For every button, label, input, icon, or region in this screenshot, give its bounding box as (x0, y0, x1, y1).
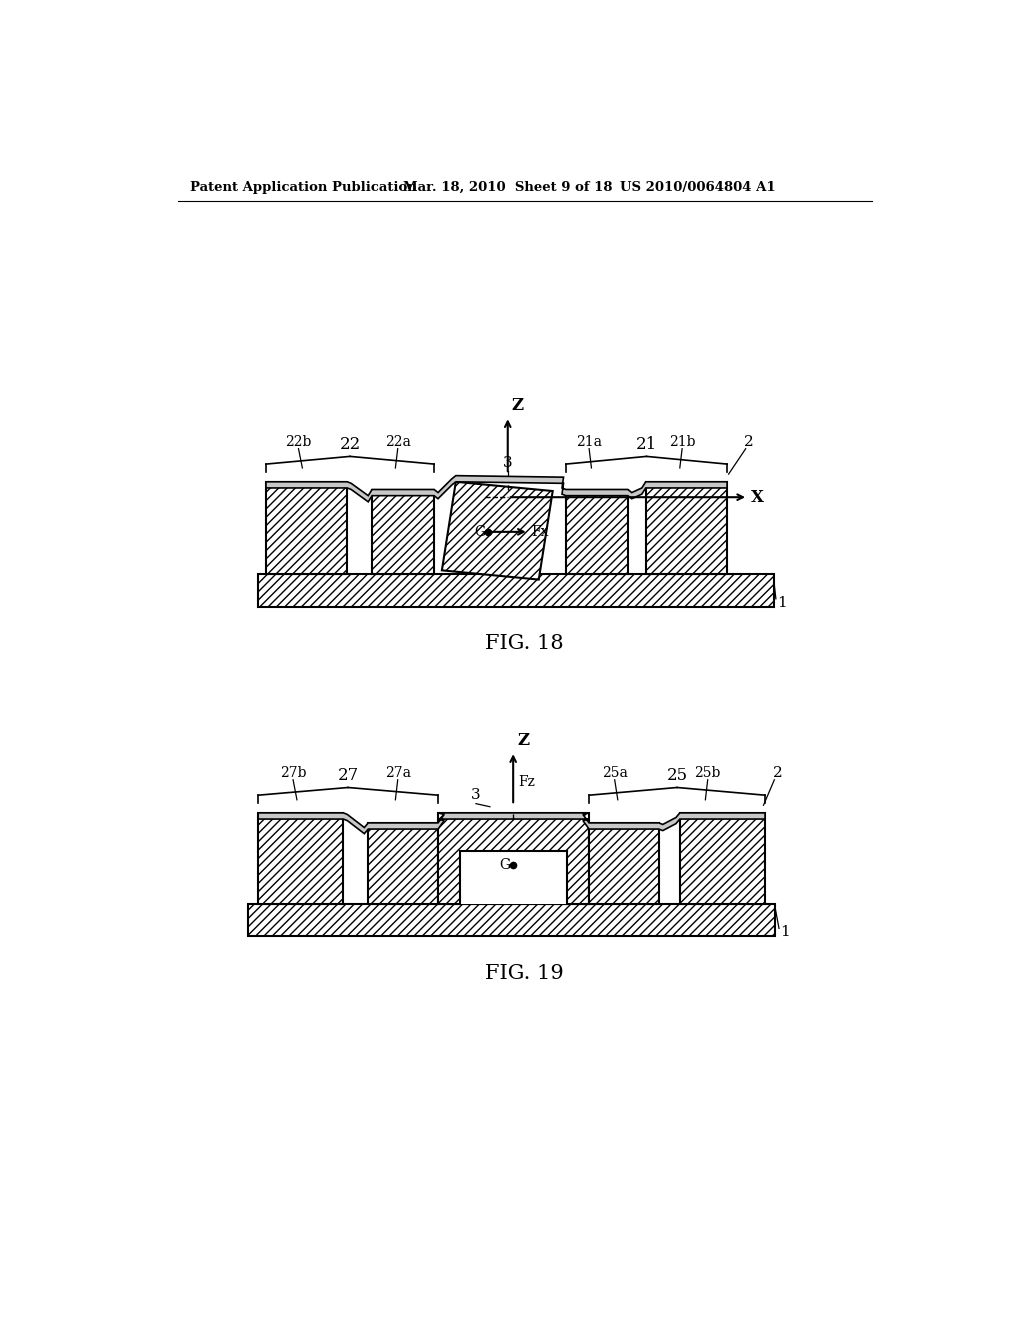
Text: 21: 21 (636, 437, 657, 453)
Text: 27a: 27a (385, 766, 411, 780)
Text: FIG. 18: FIG. 18 (485, 634, 564, 653)
Text: Z: Z (512, 397, 523, 414)
Bar (248, 904, 775, 936)
Bar (438, 813, 589, 904)
Text: 22: 22 (339, 437, 360, 453)
Text: 25: 25 (667, 767, 688, 784)
Text: US 2010/0064804 A1: US 2010/0064804 A1 (621, 181, 776, 194)
Text: Z: Z (517, 733, 529, 748)
Text: 25a: 25a (602, 766, 628, 780)
Text: FIG. 19: FIG. 19 (485, 964, 564, 982)
Bar (680, 813, 765, 904)
Polygon shape (442, 482, 553, 579)
Text: 25b: 25b (694, 766, 721, 780)
Text: 27b: 27b (280, 766, 306, 780)
Text: Fz: Fz (518, 775, 535, 789)
Text: Patent Application Publication: Patent Application Publication (190, 181, 417, 194)
Text: 3: 3 (503, 457, 513, 470)
Text: G: G (474, 525, 485, 539)
Polygon shape (258, 813, 765, 834)
Bar (369, 822, 438, 904)
Text: G: G (499, 858, 510, 873)
Text: 22a: 22a (385, 434, 411, 449)
Text: 27: 27 (338, 767, 358, 784)
Bar (258, 574, 773, 607)
Text: 2: 2 (744, 434, 754, 449)
Text: Mar. 18, 2010  Sheet 9 of 18: Mar. 18, 2010 Sheet 9 of 18 (403, 181, 612, 194)
Text: X: X (751, 488, 764, 506)
Text: 2: 2 (773, 766, 782, 780)
Bar (460, 851, 567, 904)
Text: 1: 1 (777, 595, 787, 610)
Bar (258, 813, 343, 904)
Bar (372, 490, 434, 574)
Text: 22b: 22b (286, 434, 311, 449)
Text: 1: 1 (780, 925, 791, 940)
Text: 21b: 21b (669, 434, 695, 449)
Bar (266, 482, 347, 574)
Bar (566, 490, 628, 574)
Bar (589, 822, 658, 904)
Text: 21a: 21a (577, 434, 602, 449)
Text: Fx: Fx (531, 525, 549, 539)
Bar (646, 482, 727, 574)
Text: 3: 3 (471, 788, 481, 803)
Polygon shape (266, 475, 727, 502)
